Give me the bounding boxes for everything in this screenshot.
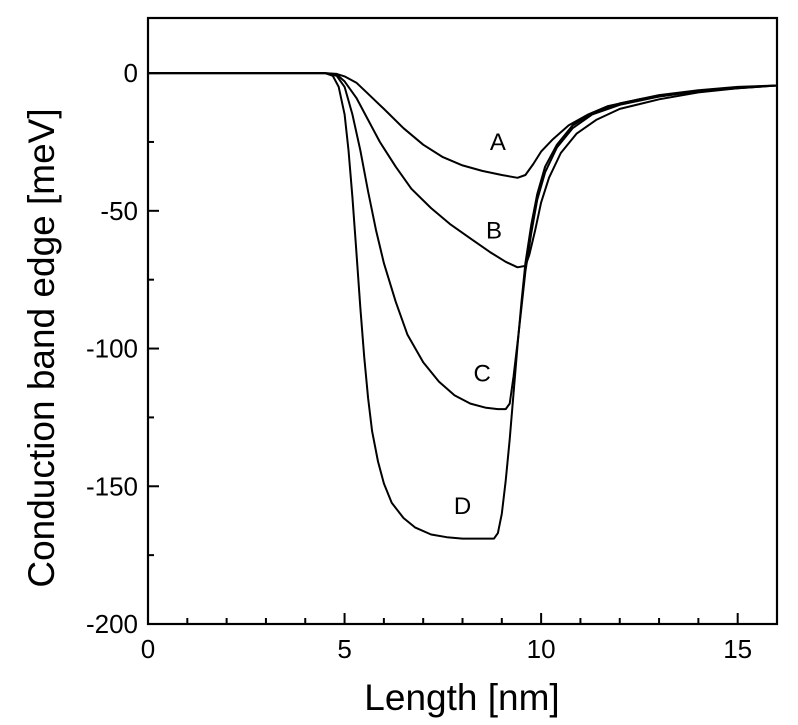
plot-frame: [146, 16, 779, 626]
x-tick-label: 0: [141, 634, 155, 664]
y-axis-title: Conduction band edge [meV]: [21, 108, 62, 587]
axis-tick-labels: 0 5 10 15 0 -50 -100 -150 -200: [86, 58, 752, 664]
curve-label-b: B: [486, 217, 502, 244]
curve-label-a: A: [490, 129, 506, 156]
curve-label-d: D: [454, 493, 471, 520]
y-tick-label: -100: [86, 334, 138, 364]
curves: [148, 72, 778, 540]
y-tick-label: -50: [100, 196, 138, 226]
y-tick-label: 0: [124, 58, 138, 88]
x-tick-label: 5: [337, 634, 351, 664]
curve-b: [148, 72, 778, 269]
y-tick-label: -150: [86, 471, 138, 501]
curve-a: [148, 72, 778, 179]
x-tick-label: 15: [723, 634, 752, 664]
axis-ticks: [147, 72, 778, 625]
curve-c: [148, 72, 778, 411]
x-axis-title: Length [nm]: [364, 677, 559, 718]
curve-d: [148, 72, 778, 540]
y-tick-label: -200: [86, 609, 138, 639]
x-tick-label: 10: [527, 634, 556, 664]
curve-labels: A B C D: [454, 129, 506, 520]
curve-label-c: C: [473, 361, 490, 388]
